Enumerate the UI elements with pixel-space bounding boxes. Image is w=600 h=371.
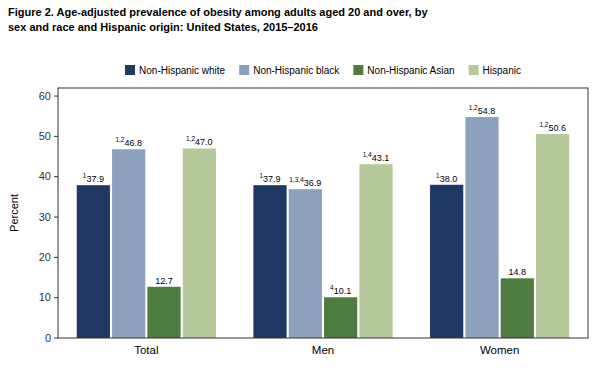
y-tick-label: 50 xyxy=(39,130,51,142)
data-label-value: 10.1 xyxy=(334,286,352,296)
y-tick xyxy=(54,176,58,177)
bar xyxy=(289,189,322,338)
data-label-value: 38.0 xyxy=(440,174,458,184)
data-label-footnote: 1,2 xyxy=(539,121,548,128)
x-tick-label: Total xyxy=(134,344,158,356)
bars xyxy=(77,117,570,338)
data-label: 14.8 xyxy=(509,267,527,277)
y-axis-label: Percent xyxy=(8,194,20,232)
data-label-value: 50.6 xyxy=(548,123,566,133)
data-label-value: 47.0 xyxy=(195,137,213,147)
data-label-footnote: 1,2 xyxy=(115,136,124,143)
data-label-footnote: 1,4 xyxy=(363,151,372,158)
y-tick-label: 0 xyxy=(45,332,51,344)
data-label: 410.1 xyxy=(330,284,351,296)
data-label: 1,443.1 xyxy=(363,151,390,163)
y-tick-label: 60 xyxy=(39,90,51,102)
subtitle: sex and race and Hispanic origin: United… xyxy=(8,21,318,33)
data-label: 137.9 xyxy=(259,172,280,184)
data-label-footnote: 1,2 xyxy=(469,104,478,111)
y-tick-label: 10 xyxy=(39,291,51,303)
y-tick-label: 20 xyxy=(39,251,51,263)
bar xyxy=(183,148,216,338)
bar xyxy=(359,164,392,338)
bar xyxy=(536,134,569,338)
legend-label: Non-Hispanic Asian xyxy=(367,65,454,76)
data-label-value: 14.8 xyxy=(509,267,527,277)
data-label-footnote: 1,2 xyxy=(186,135,195,142)
x-tick-label: Women xyxy=(480,344,519,356)
bar xyxy=(147,287,180,338)
y-tick xyxy=(54,338,58,339)
data-label-footnote: 1,3,4 xyxy=(289,176,304,183)
legend-label: Hispanic xyxy=(483,65,521,76)
legend-swatch xyxy=(239,65,249,75)
bar xyxy=(112,149,145,338)
data-label-value: 37.9 xyxy=(86,174,104,184)
data-label: 1,254.8 xyxy=(469,104,496,116)
plot-frame xyxy=(58,88,588,338)
y-tick-label: 30 xyxy=(39,211,51,223)
data-label: 137.9 xyxy=(83,172,104,184)
data-label: 1,246.8 xyxy=(115,136,142,148)
data-label-value: 12.7 xyxy=(155,276,173,286)
bar xyxy=(324,297,357,338)
y-tick xyxy=(54,96,58,97)
y-tick xyxy=(54,136,58,137)
data-label: 12.7 xyxy=(155,276,173,286)
legend-swatch xyxy=(125,65,135,75)
y-tick xyxy=(54,257,58,258)
legend-label: Non-Hispanic white xyxy=(139,65,226,76)
legend-label: Non-Hispanic black xyxy=(253,65,340,76)
legend-swatch xyxy=(469,65,479,75)
data-label: 138.0 xyxy=(436,172,457,184)
y-tick-label: 40 xyxy=(39,170,51,182)
data-label: 1,3,436.9 xyxy=(289,176,321,188)
data-label: 1,247.0 xyxy=(186,135,213,147)
bar xyxy=(501,278,534,338)
title: Figure 2. Age-adjusted prevalence of obe… xyxy=(8,6,428,18)
y-tick xyxy=(54,217,58,218)
x-tick-label: Men xyxy=(312,344,334,356)
data-label-value: 43.1 xyxy=(372,153,390,163)
legend-swatch xyxy=(353,65,363,75)
bar xyxy=(253,185,286,338)
data-label-value: 46.8 xyxy=(124,138,142,148)
data-label-value: 36.9 xyxy=(304,178,322,188)
y-tick xyxy=(54,297,58,298)
bar xyxy=(430,185,463,338)
data-label-value: 37.9 xyxy=(263,174,281,184)
bar xyxy=(77,185,110,338)
bar xyxy=(465,117,498,338)
data-label-value: 54.8 xyxy=(478,106,496,116)
legend: Non-Hispanic white Non-Hispanic black Non-… xyxy=(125,65,521,76)
data-label: 1,250.6 xyxy=(539,121,566,133)
